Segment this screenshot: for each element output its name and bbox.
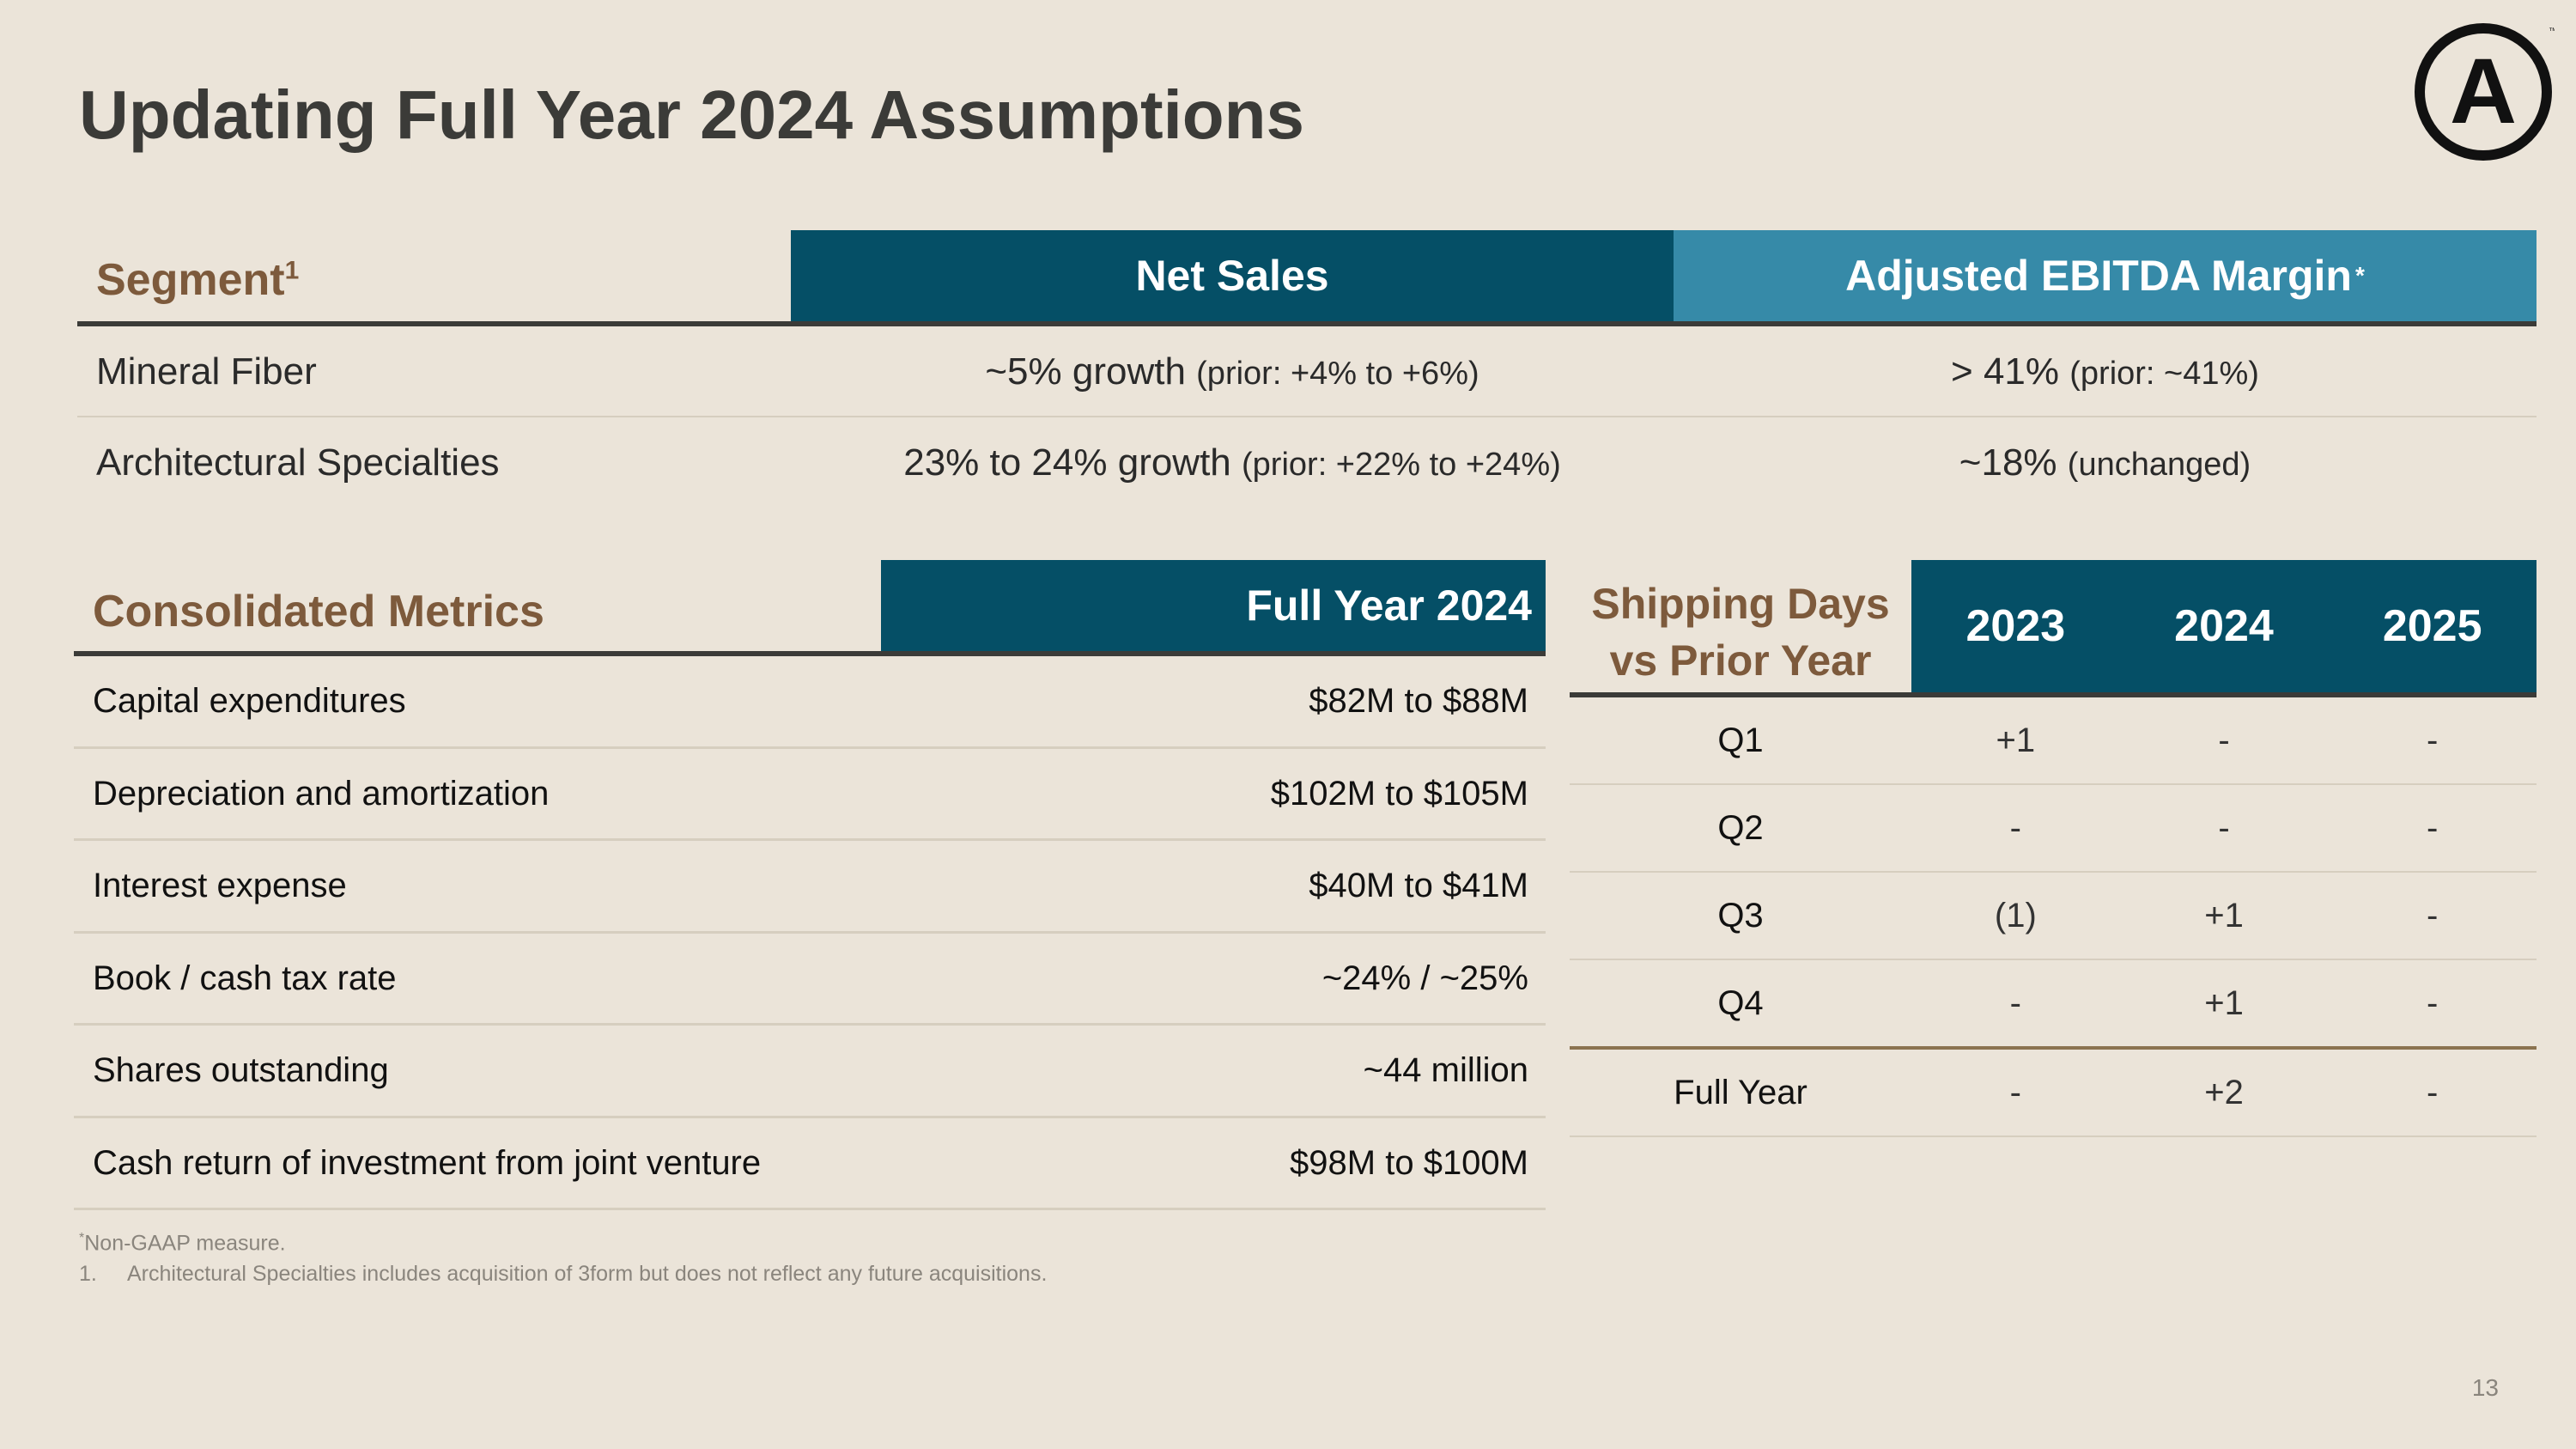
- adjusted-ebitda-margin-header: Adjusted EBITDA Margin *: [1674, 230, 2537, 321]
- table-cell: -: [2009, 984, 2021, 1022]
- table-row-full-year: Full Year - +2 -: [1570, 1050, 2537, 1137]
- shipping-days-label: Shipping Days vs Prior Year: [1591, 580, 1890, 685]
- table-cell: -: [2218, 721, 2230, 759]
- table-cell: (1): [1994, 897, 2037, 935]
- full-year-2024-header: Full Year 2024: [881, 560, 1546, 651]
- net-sales-cell: 23% to 24% growth (prior: +22% to +24%): [903, 441, 1561, 484]
- year-header-2024: 2024: [2174, 601, 2274, 651]
- consolidated-metrics-table: Consolidated Metrics Full Year 2024 Capi…: [74, 560, 1546, 1210]
- net-sales-header: Net Sales: [791, 230, 1674, 321]
- page-number: 13: [2471, 1374, 2499, 1401]
- svg-text:A: A: [2450, 39, 2517, 143]
- svg-text:™: ™: [2549, 27, 2555, 36]
- segment-name: Architectural Specialties: [96, 441, 500, 484]
- table-row: Depreciation and amortization $102M to $…: [74, 749, 1546, 841]
- segment-header-label: Segment1: [96, 255, 300, 305]
- consolidated-metrics-header: Consolidated Metrics Full Year 2024: [74, 560, 1546, 656]
- table-row: Q3 (1) +1 -: [1570, 873, 2537, 960]
- footnote-1: 1. Architectural Specialties includes acq…: [79, 1262, 1048, 1287]
- table-row: Book / cash tax rate ~24% / ~25%: [74, 934, 1546, 1026]
- table-row: Q4 - +1 -: [1570, 960, 2537, 1050]
- metric-value: $82M to $88M: [1309, 682, 1528, 720]
- period-label: Q3: [1717, 897, 1764, 935]
- year-header-2025: 2025: [2382, 601, 2482, 651]
- segment-table: Segment1 Net Sales Adjusted EBITDA Margi…: [77, 230, 2537, 507]
- metric-value: ~24% / ~25%: [1321, 959, 1528, 997]
- table-cell: -: [2427, 1074, 2439, 1111]
- footnotes: *Non-GAAP measure. 1. Architectural Speci…: [79, 1223, 1047, 1289]
- metric-label: Interest expense: [93, 867, 347, 904]
- metric-label: Depreciation and amortization: [93, 774, 550, 813]
- table-cell: -: [2427, 897, 2439, 935]
- table-row: Cash return of investment from joint ven…: [74, 1118, 1546, 1210]
- period-label: Full Year: [1674, 1074, 1807, 1111]
- table-cell: -: [2427, 721, 2439, 759]
- metric-value: $40M to $41M: [1309, 867, 1528, 904]
- table-cell: -: [2009, 1074, 2021, 1111]
- table-cell: -: [2218, 809, 2230, 847]
- table-cell: +1: [1996, 721, 2036, 759]
- ebitda-cell: ~18% (unchanged): [1959, 441, 2251, 484]
- segment-row-architectural-specialties: Architectural Specialties 23% to 24% gro…: [77, 417, 2537, 507]
- metric-value: $102M to $105M: [1270, 774, 1528, 813]
- circle-a-logo-icon: A ™: [2415, 23, 2555, 161]
- table-cell: +1: [2204, 897, 2244, 935]
- shipping-days-header: Shipping Days vs Prior Year 2023 2024 20…: [1570, 560, 2537, 697]
- ebitda-cell: > 41% (prior: ~41%): [1951, 350, 2259, 393]
- table-row: Q2 - - -: [1570, 785, 2537, 873]
- segment-row-mineral-fiber: Mineral Fiber ~5% growth (prior: +4% to …: [77, 326, 2537, 417]
- year-headers: 2023 2024 2025: [1911, 560, 2537, 692]
- table-cell: -: [2009, 809, 2021, 847]
- table-cell: +1: [2204, 984, 2244, 1022]
- metric-label: Cash return of investment from joint ven…: [93, 1143, 762, 1182]
- footnote-non-gaap: *Non-GAAP measure.: [79, 1231, 286, 1256]
- segment-name: Mineral Fiber: [96, 350, 317, 393]
- table-cell: +2: [2204, 1074, 2244, 1111]
- metric-label: Capital expenditures: [93, 682, 406, 720]
- metric-label: Book / cash tax rate: [93, 959, 397, 997]
- consolidated-metrics-label: Consolidated Metrics: [93, 587, 544, 636]
- metric-value: ~44 million: [1363, 1051, 1528, 1089]
- table-row: Q1 +1 - -: [1570, 697, 2537, 785]
- table-row: Capital expenditures $82M to $88M: [74, 656, 1546, 749]
- period-label: Q2: [1717, 809, 1764, 847]
- net-sales-cell: ~5% growth (prior: +4% to +6%): [985, 350, 1479, 393]
- table-cell: -: [2427, 809, 2439, 847]
- year-header-2023: 2023: [1965, 601, 2066, 651]
- metric-value: $98M to $100M: [1290, 1143, 1528, 1182]
- table-cell: -: [2427, 984, 2439, 1022]
- period-label: Q1: [1717, 721, 1764, 759]
- table-row: Shares outstanding ~44 million: [74, 1026, 1546, 1118]
- page-title: Updating Full Year 2024 Assumptions: [79, 76, 1305, 153]
- metric-label: Shares outstanding: [93, 1051, 389, 1089]
- segment-table-header: Segment1 Net Sales Adjusted EBITDA Margi…: [77, 230, 2537, 326]
- period-label: Q4: [1717, 984, 1764, 1022]
- table-row: Interest expense $40M to $41M: [74, 841, 1546, 934]
- shipping-days-table: Shipping Days vs Prior Year 2023 2024 20…: [1570, 560, 2537, 1137]
